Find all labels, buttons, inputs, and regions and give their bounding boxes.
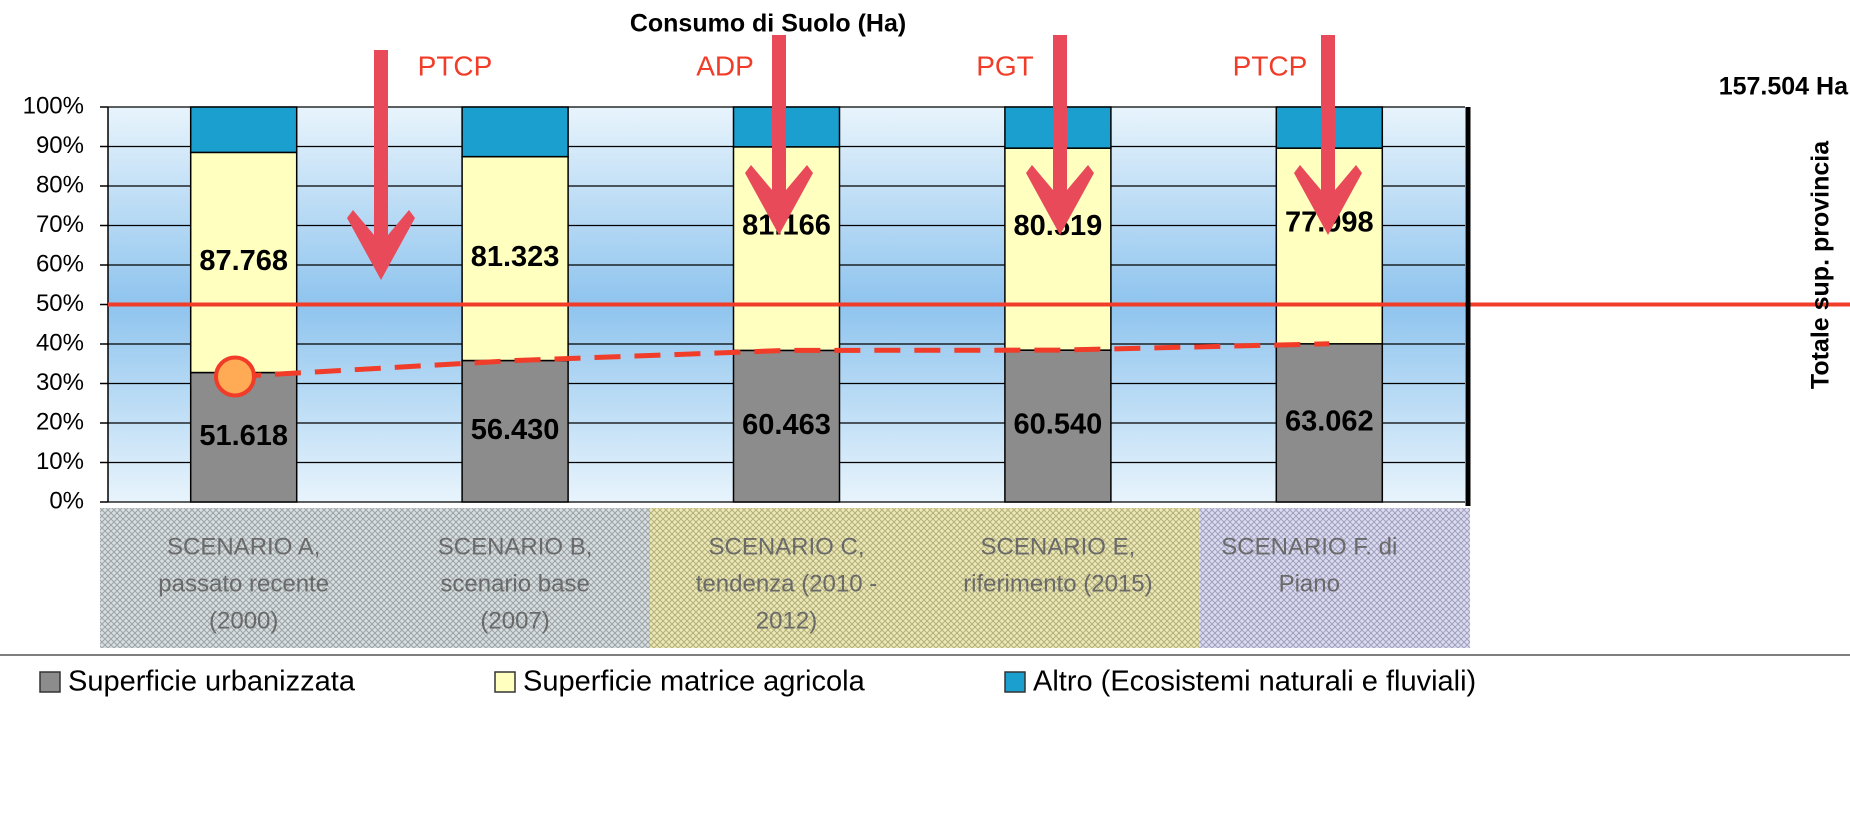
annotation: PGT	[976, 50, 1034, 81]
y-tick-label: 60%	[36, 250, 84, 277]
x-tick-label: (2000)	[209, 607, 278, 634]
chart-title: Consumo di Suolo (Ha)	[630, 10, 906, 38]
x-tick-label: Piano	[1279, 570, 1340, 597]
chart-body: 0% 10% 20% 30% 40% 50% 60% 70% 80% 90% 100% 51.618 8…	[23, 35, 1850, 698]
legend-swatch	[494, 671, 516, 693]
arrow	[1294, 35, 1362, 235]
y-tick-label: 80%	[36, 171, 84, 198]
y-tick-label: 10%	[36, 448, 84, 475]
arrow	[745, 35, 813, 235]
y-tick-label: 20%	[36, 408, 84, 435]
bar-segment	[461, 359, 569, 503]
bar-segment	[461, 106, 569, 158]
x-tick-label: SCENARIO A,	[167, 533, 320, 560]
annotation: PTCP	[418, 50, 493, 81]
x-tick-label: (2007)	[480, 607, 549, 634]
x-tick-label: 2012)	[756, 607, 817, 634]
value-label: 60.540	[1014, 409, 1103, 441]
x-tick-label: SCENARIO F. di	[1221, 533, 1397, 560]
bar-segment	[461, 155, 569, 362]
x-tick-label: passato recente	[158, 570, 329, 597]
y-tick-label: 30%	[36, 369, 84, 396]
y-tick-label: 40%	[36, 329, 84, 356]
x-tick-label: SCENARIO E,	[981, 533, 1136, 560]
value-label: 63.062	[1285, 406, 1374, 438]
bar-segment	[732, 106, 841, 148]
y-tick-label: 50%	[36, 290, 84, 317]
trend-marker	[214, 355, 256, 398]
value-label: 81.323	[471, 241, 560, 273]
category-box	[650, 508, 1200, 648]
y-tick-label: 70%	[36, 211, 84, 238]
legend-label: Altro (Ecosistemi naturali e fluviali)	[1033, 666, 1476, 698]
x-tick-label: SCENARIO B,	[438, 533, 593, 560]
value-label: 60.463	[742, 409, 831, 441]
bar-segment	[189, 106, 298, 154]
category-box	[100, 508, 650, 648]
legend-label: Superficie urbanizzata	[68, 666, 356, 698]
legend-swatch	[1004, 671, 1026, 693]
bar-segment	[732, 349, 841, 503]
y-tick-label: 90%	[36, 132, 84, 159]
value-label: 56.430	[471, 414, 560, 446]
legend-label: Superficie matrice agricola	[523, 666, 866, 698]
annotation: ADP	[696, 50, 754, 81]
value-label: 51.618	[199, 420, 288, 452]
x-tick-label: SCENARIO C,	[708, 533, 864, 560]
bar-segment	[189, 151, 298, 374]
bar-segment	[1004, 349, 1112, 503]
annotation: PTCP	[1233, 50, 1308, 81]
y-tick-label: 0%	[49, 487, 84, 514]
legend-swatch	[39, 671, 61, 693]
y-tick-label: 100%	[23, 92, 84, 119]
x-tick-label: scenario base	[440, 570, 589, 597]
right-axis-label: Totale sup. provincia	[1807, 140, 1835, 389]
x-tick-label: tendenza (2010 -	[696, 570, 877, 597]
total-label: 157.504 Ha	[1719, 73, 1849, 101]
x-tick-label: riferimento (2015)	[963, 570, 1152, 597]
arrow	[347, 50, 415, 280]
category-box	[1200, 508, 1470, 648]
value-label: 87.768	[199, 245, 288, 277]
arrow	[1026, 35, 1094, 235]
bar-segment	[1275, 343, 1384, 503]
